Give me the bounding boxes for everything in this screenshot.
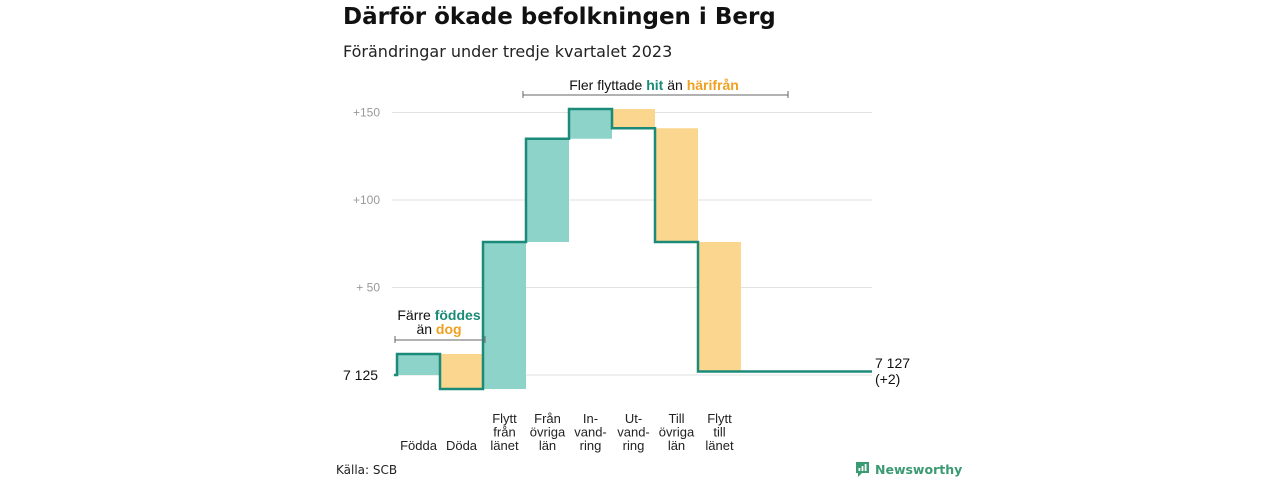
waterfall-bar xyxy=(397,354,440,375)
annotation-right-highlight-away: härifrån xyxy=(687,77,739,93)
category-label: Döda xyxy=(446,438,478,453)
annotation-left-highlight-born: föddes xyxy=(435,307,481,323)
y-tick-label: +150 xyxy=(353,106,380,120)
category-label: Födda xyxy=(400,438,438,453)
waterfall-bar xyxy=(698,242,741,372)
annotation-left-line1: Färre föddes xyxy=(397,307,480,323)
cumulative-step-line xyxy=(394,107,872,391)
y-tick-label: + 50 xyxy=(356,281,380,295)
annotation-left-highlight-died: dog xyxy=(436,321,462,337)
annotation-left-bracket xyxy=(394,336,486,343)
waterfall-bar xyxy=(526,138,569,242)
category-label: In-vand-ring xyxy=(574,411,607,453)
category-label: Till övriga län xyxy=(659,411,695,453)
y-tick-label: +100 xyxy=(353,193,380,207)
waterfall-bar xyxy=(612,109,655,129)
waterfall-bar xyxy=(655,128,698,242)
category-label: Flytt till länet xyxy=(705,411,734,453)
annotation-right-bracket xyxy=(522,91,789,98)
source-note: Källa: SCB xyxy=(336,463,398,477)
brand-name: Newsworthy xyxy=(875,462,963,477)
annotation-left-line2: än dog xyxy=(416,321,461,337)
brand-logo[interactable]: Newsworthy xyxy=(855,461,962,478)
end-change-label: (+2) xyxy=(875,371,900,387)
waterfall-bar xyxy=(440,354,483,389)
category-label: Flytt från länet xyxy=(490,411,519,453)
base-value-label: 7 125 xyxy=(343,367,378,383)
annotation-right-highlight-here: hit xyxy=(646,77,663,93)
annotation-right: Fler flyttade hit än härifrån xyxy=(569,77,739,93)
waterfall-bar xyxy=(483,242,526,389)
category-label: Från övriga län xyxy=(530,411,566,453)
chart-title: Därför ökade befolkningen i Berg xyxy=(343,4,776,30)
category-label: Ut-vand-ring xyxy=(617,411,650,453)
newsworthy-logo-icon xyxy=(856,462,869,477)
end-value-label: 7 127 xyxy=(875,355,910,371)
waterfall-bar xyxy=(569,109,612,139)
chart-subtitle: Förändringar under tredje kvartalet 2023 xyxy=(343,42,673,61)
